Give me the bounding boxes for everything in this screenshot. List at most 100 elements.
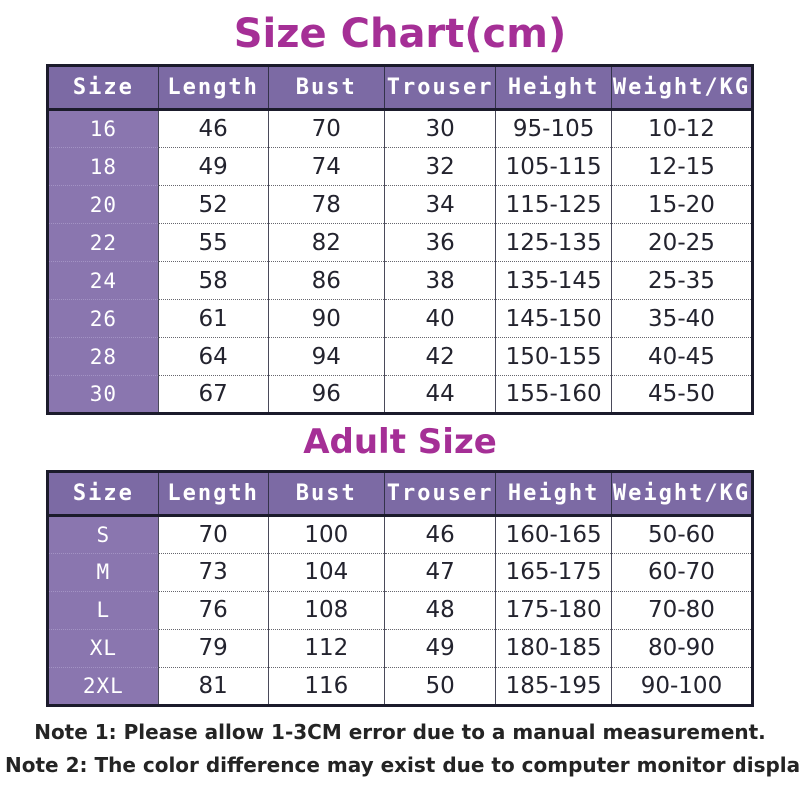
page-title: Size Chart(cm)	[233, 11, 567, 57]
note-2: Note 2: The color difference may exist d…	[5, 752, 800, 777]
adult-size-table: Size Length Bust Trouser Height Weight/KG S 70…	[46, 469, 754, 707]
value-cell: 70-80	[610, 590, 753, 630]
value-cell: 165-175	[495, 552, 612, 592]
size-cell: 30	[47, 375, 159, 414]
size-cell: M	[47, 552, 159, 592]
adult-table-header-row: Size Length Bust Trouser Height Weight/KG	[47, 471, 753, 517]
value-cell: 86	[267, 261, 385, 300]
value-cell: 150-155	[495, 337, 612, 376]
value-cell: 67	[157, 375, 269, 414]
value-cell: 95-105	[495, 109, 612, 148]
value-cell: 46	[157, 109, 269, 148]
value-cell: 70	[267, 109, 385, 148]
value-cell: 20-25	[610, 223, 753, 262]
value-cell: 52	[157, 185, 269, 224]
value-cell: 40	[383, 299, 496, 338]
size-cell: 24	[47, 261, 159, 300]
column-header: Weight/KG	[610, 65, 753, 111]
value-cell: 105-115	[495, 147, 612, 186]
value-cell: 30	[383, 109, 496, 148]
value-cell: 78	[267, 185, 385, 224]
value-cell: 47	[383, 552, 496, 592]
value-cell: 48	[383, 590, 496, 630]
table-row: 22 55 82 36 125-135 20-25	[47, 223, 753, 262]
value-cell: 145-150	[495, 299, 612, 338]
value-cell: 32	[383, 147, 496, 186]
value-cell: 61	[157, 299, 269, 338]
column-header: Size	[47, 471, 159, 517]
table-row: 30 67 96 44 155-160 45-50	[47, 375, 753, 414]
value-cell: 180-185	[495, 628, 612, 668]
value-cell: 90	[267, 299, 385, 338]
value-cell: 175-180	[495, 590, 612, 630]
column-header: Bust	[267, 65, 385, 111]
value-cell: 100	[267, 515, 385, 554]
value-cell: 12-15	[610, 147, 753, 186]
value-cell: 82	[267, 223, 385, 262]
value-cell: 135-145	[495, 261, 612, 300]
value-cell: 94	[267, 337, 385, 376]
table-row: 24 58 86 38 135-145 25-35	[47, 261, 753, 300]
size-cell: 22	[47, 223, 159, 262]
value-cell: 81	[157, 666, 269, 706]
value-cell: 35-40	[610, 299, 753, 338]
value-cell: 49	[157, 147, 269, 186]
size-cell: 28	[47, 337, 159, 376]
table-row: 2XL 81 116 50 185-195 90-100	[47, 666, 753, 706]
value-cell: 40-45	[610, 337, 753, 376]
value-cell: 44	[383, 375, 496, 414]
table-row: 26 61 90 40 145-150 35-40	[47, 299, 753, 338]
value-cell: 80-90	[610, 628, 753, 668]
size-chart-page: Size Chart(cm) Size Length Bust Trouser Heig…	[0, 12, 800, 812]
value-cell: 38	[383, 261, 496, 300]
value-cell: 36	[383, 223, 496, 262]
size-cell: 16	[47, 109, 159, 148]
value-cell: 155-160	[495, 375, 612, 414]
column-header: Trouser	[383, 65, 496, 111]
value-cell: 50-60	[610, 515, 753, 554]
notes-section: Note 1: Please allow 1-3CM error due to …	[5, 716, 800, 782]
value-cell: 160-165	[495, 515, 612, 554]
adult-size-title: Adult Size	[303, 422, 497, 462]
note-1: Note 1: Please allow 1-3CM error due to …	[34, 719, 766, 744]
column-header: Bust	[267, 471, 385, 517]
table-row: 20 52 78 34 115-125 15-20	[47, 185, 753, 224]
value-cell: 46	[383, 515, 496, 554]
table-row: L 76 108 48 175-180 70-80	[47, 590, 753, 630]
value-cell: 125-135	[495, 223, 612, 262]
value-cell: 96	[267, 375, 385, 414]
table-row: 18 49 74 32 105-115 12-15	[47, 147, 753, 186]
column-header: Length	[157, 471, 269, 517]
value-cell: 49	[383, 628, 496, 668]
size-cell: 26	[47, 299, 159, 338]
table-row: 16 46 70 30 95-105 10-12	[47, 109, 753, 148]
column-header: Trouser	[383, 471, 496, 517]
value-cell: 10-12	[610, 109, 753, 148]
value-cell: 25-35	[610, 261, 753, 300]
value-cell: 185-195	[495, 666, 612, 706]
value-cell: 58	[157, 261, 269, 300]
size-cell: S	[47, 515, 159, 554]
value-cell: 116	[267, 666, 385, 706]
value-cell: 73	[157, 552, 269, 592]
value-cell: 90-100	[610, 666, 753, 706]
column-header: Size	[47, 65, 159, 111]
value-cell: 64	[157, 337, 269, 376]
value-cell: 34	[383, 185, 496, 224]
table-row: 28 64 94 42 150-155 40-45	[47, 337, 753, 376]
value-cell: 79	[157, 628, 269, 668]
kids-size-table: Size Length Bust Trouser Height Weight/KG 16 4…	[46, 64, 754, 415]
value-cell: 115-125	[495, 185, 612, 224]
column-header: Length	[157, 65, 269, 111]
value-cell: 76	[157, 590, 269, 630]
value-cell: 108	[267, 590, 385, 630]
size-cell: XL	[47, 628, 159, 668]
size-cell: L	[47, 590, 159, 630]
value-cell: 70	[157, 515, 269, 554]
size-cell: 18	[47, 147, 159, 186]
table-row: S 70 100 46 160-165 50-60	[47, 515, 753, 554]
table-row: M 73 104 47 165-175 60-70	[47, 552, 753, 592]
column-header: Weight/KG	[610, 471, 753, 517]
column-header: Height	[495, 65, 612, 111]
kids-table-header-row: Size Length Bust Trouser Height Weight/KG	[47, 65, 753, 111]
